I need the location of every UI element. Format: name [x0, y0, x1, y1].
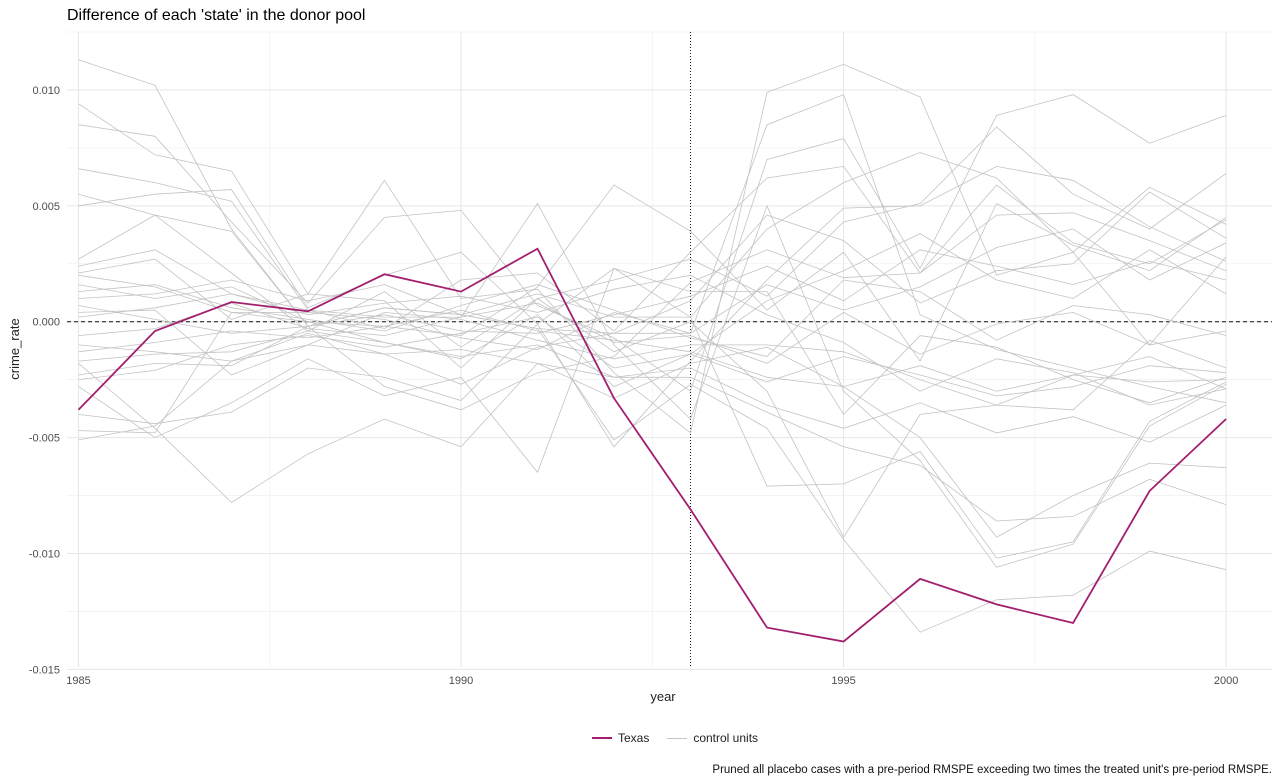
- control-unit-line: [78, 63, 1227, 434]
- y-tick-label: -0.010: [29, 548, 60, 560]
- x-tick-label: 1995: [831, 675, 855, 687]
- x-tick-label: 1985: [66, 675, 90, 687]
- control-unit-lines: [78, 59, 1227, 633]
- legend-swatch-texas: [591, 737, 612, 739]
- control-unit-line: [78, 165, 1227, 448]
- control-unit-line: [78, 267, 1227, 474]
- legend-item-control-units: control units: [667, 731, 758, 745]
- x-tick-labels: 1985 1990 1995 2000: [66, 675, 1238, 687]
- control-unit-line: [78, 228, 1227, 350]
- y-tick-label: 0.000: [32, 317, 60, 329]
- chart-title: Difference of each 'state' in the donor …: [67, 7, 366, 24]
- y-tick-labels: -0.015 -0.010 -0.005 0.000 0.005 0.010: [29, 85, 60, 676]
- control-unit-line: [78, 309, 1227, 411]
- y-tick-label: 0.005: [32, 201, 60, 213]
- control-unit-line: [78, 94, 1227, 392]
- control-unit-line: [78, 249, 1227, 334]
- x-axis-label: year: [650, 689, 676, 704]
- control-unit-line: [78, 346, 1227, 538]
- control-unit-line: [78, 189, 1227, 559]
- control-unit-line: [78, 184, 1227, 411]
- texas-line: [77, 247, 1227, 643]
- chart-caption: Pruned all placebo cases with a pre-peri…: [712, 764, 1272, 776]
- legend-label-texas: Texas: [617, 731, 650, 745]
- control-unit-line: [78, 214, 1227, 633]
- x-tick-label: 2000: [1214, 675, 1238, 687]
- control-unit-line: [78, 309, 1227, 392]
- reference-lines: [67, 32, 1272, 667]
- control-unit-line: [78, 152, 1227, 318]
- control-unit-line: [78, 168, 1227, 568]
- control-unit-line: [78, 274, 1227, 406]
- control-unit-line: [78, 332, 1227, 522]
- x-tick-label: 1990: [449, 675, 473, 687]
- y-tick-label: -0.005: [29, 433, 60, 445]
- control-unit-line: [78, 233, 1227, 380]
- control-unit-line: [78, 279, 1227, 357]
- texas-line-group: [77, 247, 1227, 643]
- legend-label-control-units: control units: [693, 731, 759, 745]
- legend-swatch-control-units: [667, 737, 688, 739]
- legend-item-texas: Texas: [591, 731, 650, 745]
- y-tick-label: 0.010: [32, 85, 60, 97]
- y-axis-label: crime_rate: [7, 318, 22, 379]
- y-tick-label: -0.015: [29, 664, 60, 676]
- control-unit-line: [78, 59, 1227, 404]
- control-unit-line: [78, 302, 1227, 364]
- grid-lines: [67, 31, 1272, 670]
- control-unit-line: [78, 330, 1227, 443]
- control-unit-line: [78, 311, 1227, 434]
- legend: Texas control units: [0, 731, 1280, 745]
